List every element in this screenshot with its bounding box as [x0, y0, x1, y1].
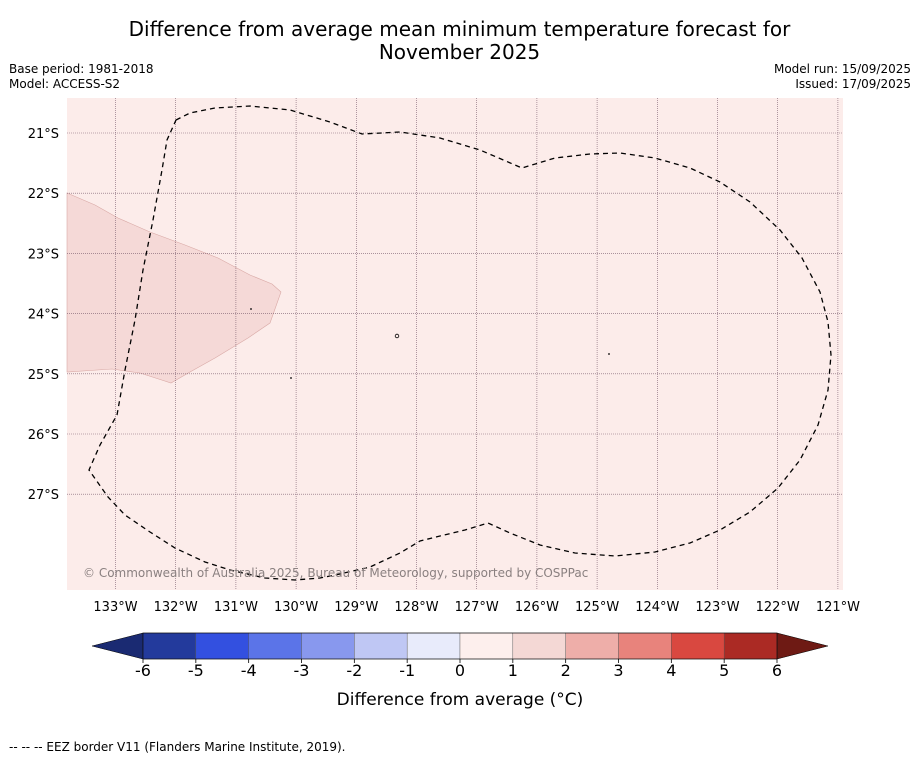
longitude-label: 128°W — [394, 600, 438, 615]
copyright-text: © Commonwealth of Australia 2025, Bureau… — [83, 566, 588, 580]
latitude-label: 27°S — [28, 488, 59, 503]
base-period-label: Base period: 1981-2018 — [9, 62, 154, 76]
title-line-2: November 2025 — [378, 40, 541, 64]
colorbar-tick-label: -3 — [294, 661, 310, 680]
longitude-label: 132°W — [154, 600, 198, 615]
colorbar-label: Difference from average (°C) — [337, 690, 584, 710]
latitude-label: 26°S — [28, 428, 59, 443]
colorbar-segment — [142, 632, 197, 660]
issued-label: Issued: 17/09/2025 — [795, 77, 911, 91]
latitude-label: 23°S — [28, 247, 59, 262]
latitude-label: 25°S — [28, 368, 59, 383]
longitude-label: 129°W — [334, 600, 378, 615]
colorbar-tick-label: -2 — [346, 661, 362, 680]
longitude-label: 126°W — [515, 600, 559, 615]
latitude-label: 22°S — [28, 187, 59, 202]
colorbar-tick-label: 4 — [666, 661, 676, 680]
model-label: Model: ACCESS-S2 — [9, 77, 121, 91]
colorbar-tick-label: 2 — [561, 661, 571, 680]
longitude-labels: 133°W 132°W 131°W 130°W 129°W 128°W 127°W 126°W… — [93, 600, 860, 615]
eez-border — [88, 105, 832, 581]
longitude-label: 131°W — [214, 600, 258, 615]
longitude-label: 124°W — [635, 600, 679, 615]
colorbar-segment — [459, 632, 514, 660]
colorbar-segment — [195, 632, 249, 660]
model-info: Base period: 1981-2018 Model: ACCESS-S2 — [9, 62, 154, 92]
colorbar-tick-label: 5 — [719, 661, 729, 680]
colorbar-tick-label: -4 — [241, 661, 257, 680]
run-info: Model run: 15/09/2025 Issued: 17/09/2025 — [774, 62, 911, 92]
latitude-labels: 21°S 22°S 23°S 24°S 25°S 26°S 27°S — [28, 127, 59, 503]
colorbar-under-arrow — [91, 632, 144, 660]
map-title: Difference from average mean minimum tem… — [0, 18, 919, 64]
anomaly-region-1-2 — [66, 192, 282, 384]
colorbar: -6 -5 -4 -3 -2 -1 0 1 2 3 4 5 6 — [91, 632, 829, 680]
colorbar-tick-label: 6 — [772, 661, 782, 680]
colorbar-over-arrow — [776, 632, 829, 660]
island-marker — [608, 353, 610, 355]
colorbar-segment — [671, 632, 725, 660]
eez-legend: -- -- -- EEZ border V11 (Flanders Marine… — [9, 740, 346, 754]
longitude-label: 127°W — [455, 600, 499, 615]
colorbar-tick-label: -5 — [188, 661, 204, 680]
latitude-label: 21°S — [28, 127, 59, 142]
island-marker — [290, 377, 292, 379]
model-run-label: Model run: 15/09/2025 — [773, 62, 911, 76]
colorbar-segment — [512, 632, 566, 660]
longitude-label: 121°W — [816, 600, 860, 615]
colorbar-tick-label: 3 — [613, 661, 623, 680]
longitude-label: 123°W — [695, 600, 739, 615]
colorbar-tick-label: -6 — [135, 661, 151, 680]
longitude-label: 133°W — [93, 600, 137, 615]
colorbar-segment — [565, 632, 619, 660]
island-marker — [394, 333, 400, 339]
longitude-label: 122°W — [756, 600, 800, 615]
colorbar-segment — [301, 632, 355, 660]
colorbar-segment — [354, 632, 408, 660]
colorbar-tick-label: 1 — [508, 661, 518, 680]
colorbar-segment — [406, 632, 461, 660]
longitude-label: 125°W — [575, 600, 619, 615]
title-line-1: Difference from average mean minimum tem… — [128, 17, 791, 41]
latitude-label: 24°S — [28, 308, 59, 323]
map-gridlines — [67, 98, 843, 590]
colorbar-segment — [618, 632, 672, 660]
longitude-label: 130°W — [274, 600, 318, 615]
colorbar-tick-label: -1 — [399, 661, 415, 680]
colorbar-tick-label: 0 — [455, 661, 465, 680]
colorbar-segment — [248, 632, 302, 660]
colorbar-segment — [723, 632, 778, 660]
island-marker — [250, 308, 252, 310]
